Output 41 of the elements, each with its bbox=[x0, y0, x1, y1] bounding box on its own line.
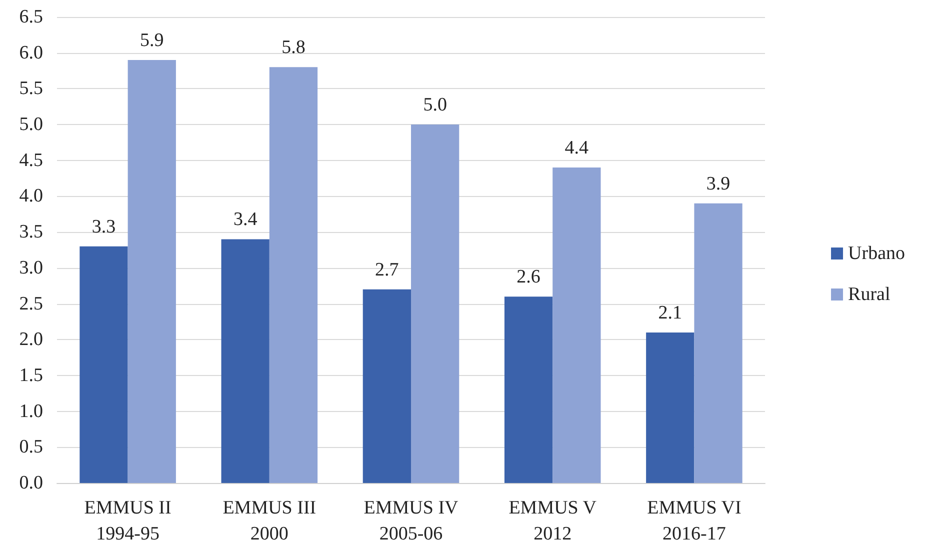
y-tick-label: 5.5 bbox=[19, 78, 43, 100]
y-tick-label: 1.5 bbox=[19, 364, 43, 386]
bar bbox=[80, 246, 128, 483]
y-tick-label: 5.0 bbox=[19, 114, 43, 136]
bar bbox=[362, 289, 411, 483]
data-label: 3.3 bbox=[92, 216, 116, 238]
x-tick-label: EMMUS IV 2005-06 bbox=[364, 498, 459, 544]
y-tick-label: 0.0 bbox=[19, 472, 43, 494]
bar bbox=[411, 124, 460, 483]
bar bbox=[552, 168, 601, 483]
y-tick-label: 3.0 bbox=[19, 257, 43, 278]
data-label: 2.1 bbox=[658, 302, 682, 324]
bar bbox=[694, 203, 742, 483]
y-tick-label: 3.5 bbox=[19, 222, 43, 243]
bar bbox=[269, 67, 318, 483]
y-tick-label: 4.0 bbox=[19, 186, 43, 207]
y-tick-label: 0.5 bbox=[19, 436, 43, 458]
y-tick-label: 6.5 bbox=[19, 6, 43, 28]
legend-label: Urbano bbox=[848, 243, 906, 264]
data-label: 2.7 bbox=[375, 259, 399, 280]
data-label: 3.9 bbox=[706, 173, 730, 194]
data-label: 3.4 bbox=[233, 209, 258, 230]
data-label: 2.6 bbox=[516, 266, 540, 288]
y-tick-label: 1.0 bbox=[19, 400, 43, 422]
bar bbox=[504, 296, 553, 483]
x-tick-label: EMMUS V 2012 bbox=[508, 498, 597, 544]
bar bbox=[221, 239, 270, 483]
bar bbox=[128, 60, 176, 483]
x-tick-label: EMMUS VI 2016-17 bbox=[647, 498, 742, 544]
data-label: 5.8 bbox=[282, 37, 306, 58]
y-tick-label: 2.5 bbox=[19, 293, 43, 314]
x-tick-label: EMMUS III 2000 bbox=[222, 498, 316, 544]
data-label: 4.4 bbox=[564, 138, 590, 159]
y-tick-label: 4.5 bbox=[19, 150, 43, 171]
x-tick-label: EMMUS II 1994-95 bbox=[84, 498, 172, 544]
y-tick-label: 6.0 bbox=[19, 42, 43, 64]
data-label: 5.9 bbox=[140, 30, 164, 52]
legend-label: Rural bbox=[848, 284, 890, 305]
bar bbox=[646, 332, 694, 483]
data-label: 5.0 bbox=[423, 94, 447, 116]
y-tick-label: 2.0 bbox=[19, 329, 43, 350]
